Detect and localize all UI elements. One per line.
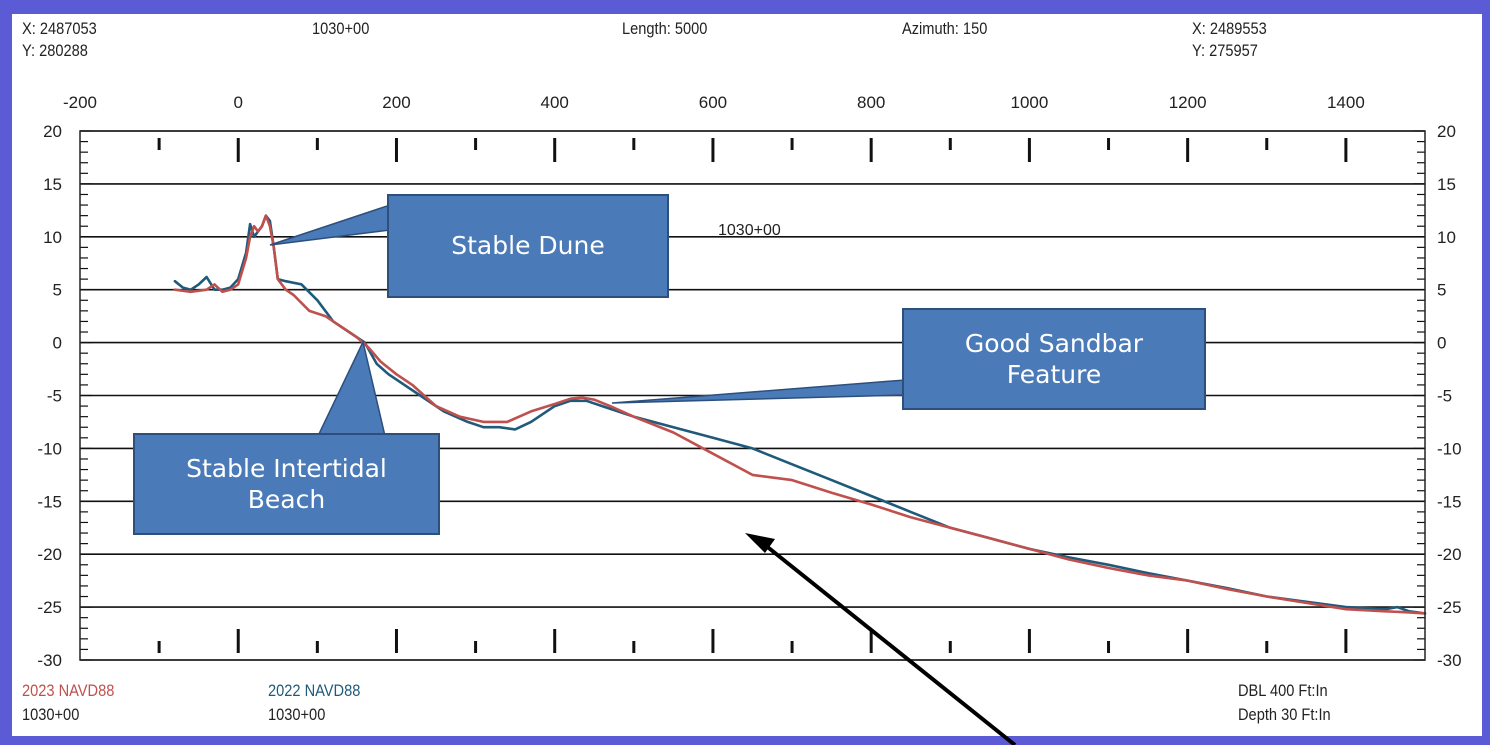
- y-tick-label-left: -5: [47, 387, 62, 406]
- callout-stable-dune: Stable Dune: [387, 194, 669, 298]
- stable-dune-pointer: [269, 203, 391, 246]
- start-x-coordinate: X: 2487053: [22, 19, 97, 38]
- start-y-coordinate: Y: 280288: [22, 41, 88, 60]
- plot-frame: [79, 130, 1426, 661]
- callout-stable-intertidal: Stable Intertidal Beach: [133, 433, 440, 535]
- legend-2022-series: 2022 NAVD88: [268, 681, 361, 700]
- station-label: 1030+00: [312, 19, 370, 38]
- callout-stable-intertidal-text: Stable Intertidal Beach: [186, 453, 387, 514]
- x-tick-label: 0: [234, 93, 243, 112]
- legend-2023-series: 2023 NAVD88: [22, 681, 115, 700]
- y-tick-labels-left: 20 15 10 5 0 -5 -10 -15 -20 -25 -30: [37, 122, 62, 670]
- y-tick-label-right: 20: [1437, 122, 1456, 141]
- y-tick-label-right: 0: [1437, 334, 1446, 353]
- x-tick-label: -200: [63, 93, 97, 112]
- y-tick-label-right: -5: [1437, 387, 1452, 406]
- profile-inline-label: 1030+00: [718, 222, 781, 239]
- y-tick-label-left: -20: [37, 545, 62, 564]
- y-tick-label-left: 5: [53, 281, 62, 300]
- x-tick-label: 200: [382, 93, 410, 112]
- x-tick-labels: -200 0 200 400 600 800 1000 1200 1400: [63, 93, 1365, 112]
- y-tick-label-right: -20: [1437, 545, 1462, 564]
- callout-good-sandbar: Good Sandbar Feature: [902, 308, 1206, 410]
- y-tick-label-left: -10: [37, 439, 62, 458]
- y-tick-label-left: -30: [37, 651, 62, 670]
- callout-stable-dune-text: Stable Dune: [451, 231, 605, 261]
- y-tick-label-left: 15: [43, 175, 62, 194]
- y-tick-label-left: -25: [37, 598, 62, 617]
- y-tick-label-right: 5: [1437, 281, 1446, 300]
- y-tick-label-left: -15: [37, 492, 62, 511]
- y-tick-label-left: 10: [43, 228, 62, 247]
- callout-good-sandbar-text: Good Sandbar Feature: [964, 328, 1144, 389]
- horizontal-scale-label: DBL 400 Ft:In: [1238, 681, 1328, 700]
- series-group: [173, 214, 1427, 615]
- profile-panel: X: 2487053 Y: 280288 1030+00 Length: 500…: [12, 14, 1482, 736]
- y-tick-label-left: 0: [53, 334, 62, 353]
- legend-2022-station: 1030+00: [268, 705, 326, 724]
- y-tick-labels-right: 20 15 10 5 0 -5 -10 -15 -20 -25 -30: [1437, 122, 1462, 670]
- y-tick-label-right: -25: [1437, 598, 1462, 617]
- x-tick-label: 1400: [1327, 93, 1365, 112]
- series-line-2023: [173, 214, 1427, 615]
- end-x-coordinate: X: 2489553: [1192, 19, 1267, 38]
- arrow-shaft: [763, 543, 1017, 745]
- y-tick-label-right: 10: [1437, 228, 1456, 247]
- y-tick-label-right: -15: [1437, 492, 1462, 511]
- good-sandbar-pointer: [611, 379, 906, 404]
- length-label: Length: 5000: [622, 19, 708, 38]
- legend-2023-station: 1030+00: [22, 705, 80, 724]
- y-tick-label-right: 15: [1437, 175, 1456, 194]
- x-tick-label: 1000: [1010, 93, 1048, 112]
- x-tick-label: 600: [699, 93, 727, 112]
- arrow-head-icon: [745, 533, 775, 553]
- y-tick-label-right: -10: [1437, 439, 1462, 458]
- y-tick-label-left: 20: [43, 122, 62, 141]
- x-tick-label: 400: [541, 93, 569, 112]
- x-tick-label: 1200: [1169, 93, 1207, 112]
- series-line-2022: [173, 214, 1427, 615]
- end-y-coordinate: Y: 275957: [1192, 41, 1258, 60]
- x-tick-label: 800: [857, 93, 885, 112]
- y-tick-label-right: -30: [1437, 651, 1462, 670]
- azimuth-label: Azimuth: 150: [902, 19, 988, 38]
- vertical-scale-label: Depth 30 Ft:In: [1238, 705, 1331, 724]
